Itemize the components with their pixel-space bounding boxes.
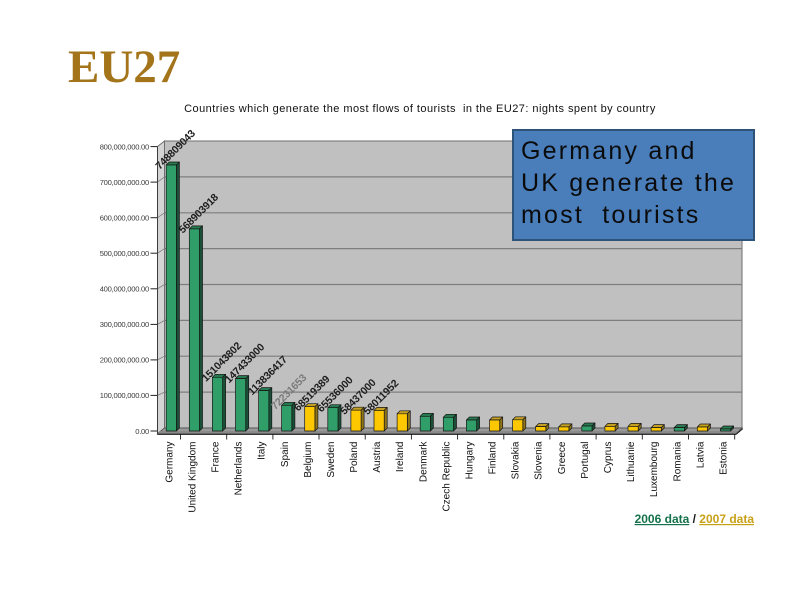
svg-text:Latvia: Latvia [695, 441, 706, 468]
svg-text:200,000,000.00: 200,000,000.00 [100, 356, 149, 365]
svg-text:Netherlands: Netherlands [234, 442, 245, 496]
svg-text:Cyprus: Cyprus [603, 442, 614, 474]
svg-text:Denmark: Denmark [418, 441, 429, 483]
svg-text:Austria: Austria [372, 441, 383, 473]
svg-text:Sweden: Sweden [326, 442, 337, 478]
svg-text:Poland: Poland [349, 442, 360, 473]
svg-text:800,000,000.00: 800,000,000.00 [100, 142, 149, 151]
svg-text:Lithuanie: Lithuanie [626, 441, 637, 482]
svg-text:Hungary: Hungary [465, 442, 476, 480]
svg-text:Belgium: Belgium [303, 442, 314, 478]
svg-text:100,000,000.00: 100,000,000.00 [100, 391, 149, 400]
svg-text:0.00: 0.00 [135, 427, 149, 436]
svg-text:France: France [211, 441, 222, 473]
svg-text:300,000,000.00: 300,000,000.00 [100, 320, 149, 329]
svg-text:Portugal: Portugal [580, 442, 591, 479]
svg-text:Italy: Italy [257, 442, 268, 460]
svg-text:400,000,000.00: 400,000,000.00 [100, 285, 149, 294]
svg-text:600,000,000.00: 600,000,000.00 [100, 214, 149, 223]
svg-text:Greece: Greece [557, 441, 568, 474]
svg-text:2006 data / 2007 data: 2006 data / 2007 data [635, 512, 755, 526]
svg-text:United Kingdom: United Kingdom [187, 442, 198, 513]
svg-text:Germany: Germany [164, 442, 175, 483]
svg-text:Romania: Romania [672, 441, 683, 481]
svg-text:Slovenia: Slovenia [534, 441, 545, 480]
svg-text:Czech Republic: Czech Republic [441, 442, 452, 512]
svg-text:Spain: Spain [280, 442, 291, 468]
svg-text:Finland: Finland [488, 442, 499, 475]
svg-text:Ireland: Ireland [395, 442, 406, 473]
svg-text:Slovakia: Slovakia [511, 441, 522, 479]
svg-text:Luxembourg: Luxembourg [649, 442, 660, 498]
svg-text:Countries which generate the m: Countries which generate the most flows … [184, 103, 656, 115]
svg-text:Estonia: Estonia [719, 441, 730, 475]
svg-text:700,000,000.00: 700,000,000.00 [100, 178, 149, 187]
svg-text:500,000,000.00: 500,000,000.00 [100, 249, 149, 258]
